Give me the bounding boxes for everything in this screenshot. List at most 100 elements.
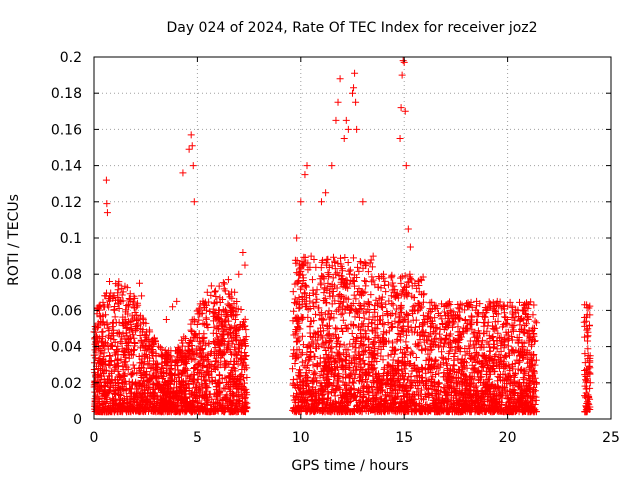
roti-point xyxy=(227,303,235,311)
roti-point xyxy=(313,286,321,294)
roti-point xyxy=(296,366,304,374)
roti-point xyxy=(93,370,101,378)
roti-point xyxy=(177,349,185,357)
roti-point xyxy=(160,382,168,390)
roti-point xyxy=(306,322,314,330)
roti-point xyxy=(101,386,109,394)
roti-point xyxy=(131,340,139,348)
roti-point xyxy=(141,370,149,378)
roti-point xyxy=(226,293,234,301)
roti-point xyxy=(202,406,210,414)
roti-point xyxy=(234,360,242,368)
roti-point xyxy=(215,282,223,290)
roti-point xyxy=(205,298,213,306)
roti-point xyxy=(124,407,132,415)
roti-point xyxy=(111,306,119,314)
roti-point xyxy=(121,358,129,366)
roti-point xyxy=(523,320,531,328)
roti-point xyxy=(151,337,159,345)
roti-point xyxy=(158,363,166,371)
roti-point xyxy=(438,315,446,323)
roti-point xyxy=(510,322,518,330)
roti-point xyxy=(125,384,133,392)
roti-point xyxy=(139,326,147,334)
roti-point xyxy=(110,306,118,314)
roti-point xyxy=(110,389,118,397)
roti-point xyxy=(213,313,221,321)
roti-point xyxy=(121,397,129,405)
roti-point xyxy=(212,329,220,337)
roti-point xyxy=(316,354,324,362)
roti-point xyxy=(129,369,137,377)
roti-point xyxy=(220,318,228,326)
roti-point xyxy=(490,344,498,352)
roti-point xyxy=(156,344,164,352)
roti-point xyxy=(118,345,126,353)
roti-point xyxy=(95,355,103,363)
roti-point xyxy=(149,380,157,388)
roti-point xyxy=(235,377,243,385)
roti-point xyxy=(127,317,135,325)
roti-point xyxy=(116,372,124,380)
roti-point xyxy=(308,276,316,284)
roti-point xyxy=(179,400,187,408)
roti-point xyxy=(200,337,208,345)
roti-point xyxy=(233,396,241,404)
roti-point xyxy=(112,346,120,354)
roti-point xyxy=(486,347,494,355)
roti-point xyxy=(345,267,353,275)
roti-point xyxy=(116,385,124,393)
roti-point xyxy=(128,312,136,320)
roti-point xyxy=(350,291,358,299)
roti-point xyxy=(509,327,517,335)
roti-point xyxy=(98,328,106,336)
roti-point xyxy=(203,288,211,296)
roti-point xyxy=(166,365,174,373)
roti-point xyxy=(158,345,166,353)
roti-point xyxy=(355,267,363,275)
roti-point xyxy=(162,355,170,363)
roti-point xyxy=(404,344,412,352)
roti-point xyxy=(402,338,410,346)
roti-point xyxy=(135,352,143,360)
roti-point xyxy=(123,301,131,309)
roti-point xyxy=(145,335,153,343)
roti-point xyxy=(184,346,192,354)
roti-point xyxy=(241,342,249,350)
roti-point xyxy=(235,384,243,392)
roti-point xyxy=(164,377,172,385)
roti-point xyxy=(196,300,204,308)
roti-point xyxy=(221,287,229,295)
roti-point xyxy=(130,364,138,372)
roti-point xyxy=(364,388,372,396)
roti-point xyxy=(195,316,203,324)
roti-point xyxy=(149,348,157,356)
roti-point xyxy=(317,281,325,289)
roti-point xyxy=(111,400,119,408)
roti-point xyxy=(137,336,145,344)
roti-point xyxy=(431,329,439,337)
roti-point xyxy=(106,362,114,370)
roti-point xyxy=(207,291,215,299)
roti-point xyxy=(298,358,306,366)
roti-point xyxy=(233,298,241,306)
roti-point xyxy=(94,388,102,396)
roti-point xyxy=(211,288,219,296)
roti-point xyxy=(207,282,215,290)
grid xyxy=(94,57,611,419)
roti-point xyxy=(144,361,152,369)
roti-point xyxy=(115,305,123,313)
roti-point xyxy=(143,390,151,398)
roti-point xyxy=(103,301,111,309)
roti-point xyxy=(199,349,207,357)
roti-point xyxy=(289,288,297,296)
roti-point xyxy=(209,309,217,317)
roti-point xyxy=(215,386,223,394)
roti-point xyxy=(193,307,201,315)
roti-point xyxy=(91,334,99,342)
roti-point xyxy=(474,318,482,326)
roti-point xyxy=(390,282,398,290)
roti-point xyxy=(412,316,420,324)
roti-point xyxy=(232,335,240,343)
roti-point xyxy=(180,390,188,398)
